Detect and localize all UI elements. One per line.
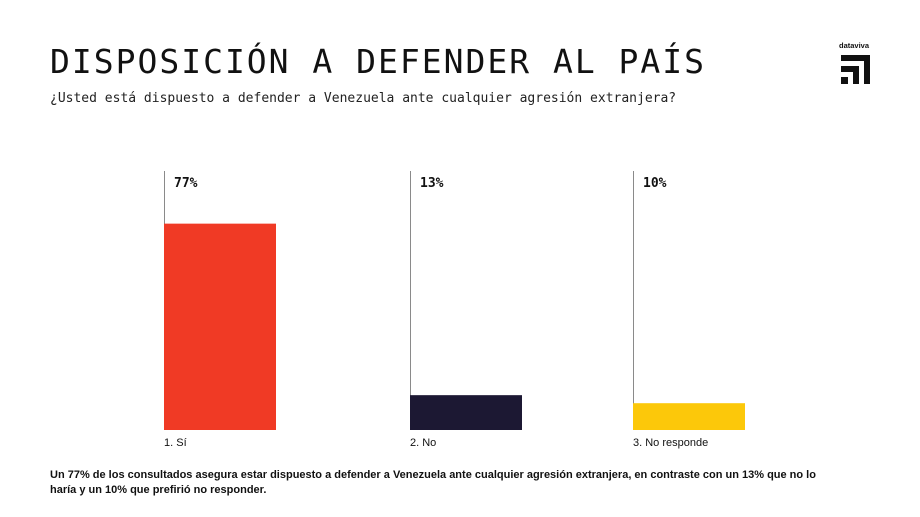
dataviva-logo-icon [841, 55, 870, 84]
dataviva-logo: dataviva [839, 41, 873, 87]
bar [633, 403, 745, 430]
category-label: 2. No [410, 437, 436, 449]
chart-subtitle: ¿Usted está dispuesto a defender a Venez… [50, 91, 677, 106]
chart-footnote: Un 77% de los consultados asegura estar … [50, 469, 816, 496]
data-label: 13% [420, 176, 444, 191]
bar [164, 223, 276, 430]
data-label: 10% [643, 176, 667, 191]
brand-name: dataviva [839, 41, 870, 50]
category-label: 3. No responde [633, 437, 708, 449]
bar [410, 395, 522, 430]
category-label: 1. Sí [164, 437, 187, 449]
data-label: 77% [174, 176, 198, 191]
chart-title: DISPOSICIÓN A DEFENDER AL PAÍS [50, 42, 707, 81]
